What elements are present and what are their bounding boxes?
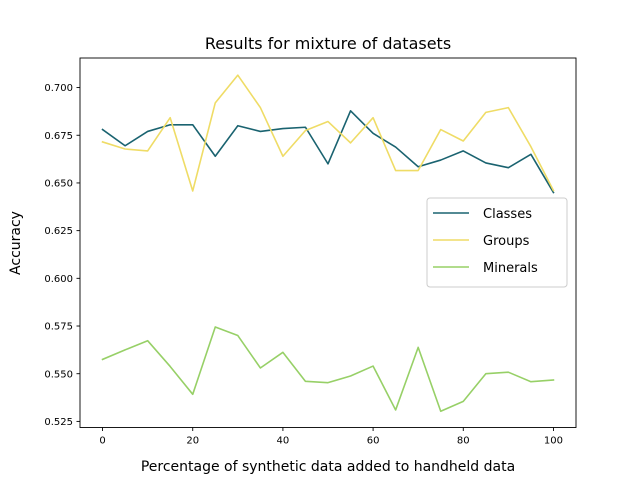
- data-point-groups: [237, 74, 239, 76]
- data-point-classes: [372, 133, 374, 135]
- data-point-classes: [395, 146, 397, 148]
- data-point-groups: [192, 190, 194, 192]
- data-point-minerals: [147, 340, 149, 342]
- data-point-classes: [485, 162, 487, 164]
- data-point-groups: [305, 130, 307, 132]
- data-point-minerals: [462, 401, 464, 403]
- data-point-groups: [417, 170, 419, 172]
- data-point-minerals: [102, 359, 104, 361]
- data-point-minerals: [530, 381, 532, 383]
- x-tick-label: 80: [457, 436, 470, 447]
- legend: Classes Groups Minerals: [426, 197, 568, 288]
- plot-area-frame: [79, 57, 577, 428]
- x-tick-label: 40: [277, 436, 290, 447]
- y-tick-label: 0.625: [44, 226, 73, 237]
- data-point-minerals: [485, 373, 487, 375]
- data-point-minerals: [305, 381, 307, 383]
- data-point-minerals: [169, 366, 171, 368]
- y-tick-label: 0.700: [44, 83, 73, 94]
- series-line-groups: [101, 74, 555, 192]
- data-point-groups: [440, 129, 442, 131]
- data-point-classes: [350, 110, 352, 112]
- data-point-groups: [485, 112, 487, 114]
- data-point-minerals: [124, 349, 126, 351]
- data-point-groups: [169, 117, 171, 119]
- legend-box: [426, 197, 568, 288]
- chart-title: Results for mixture of datasets: [205, 34, 451, 53]
- data-point-minerals: [237, 335, 239, 337]
- data-point-classes: [440, 159, 442, 161]
- data-point-groups: [124, 148, 126, 150]
- data-point-minerals: [395, 409, 397, 411]
- data-point-classes: [102, 129, 104, 131]
- x-tick-label: 60: [367, 436, 380, 447]
- data-point-classes: [214, 155, 216, 157]
- legend-label-minerals: Minerals: [483, 261, 538, 276]
- data-point-groups: [372, 117, 374, 119]
- data-point-minerals: [192, 394, 194, 396]
- x-tick-label: 100: [544, 436, 563, 447]
- data-point-groups: [508, 107, 510, 109]
- data-point-classes: [530, 154, 532, 156]
- x-axis: 0 20 40 60 80 100: [99, 427, 563, 447]
- data-point-minerals: [508, 371, 510, 373]
- data-point-minerals: [350, 375, 352, 377]
- data-point-minerals: [440, 410, 442, 412]
- y-tick-label: 0.650: [44, 179, 73, 190]
- y-tick-label: 0.550: [44, 369, 73, 380]
- data-point-classes: [327, 163, 329, 165]
- data-point-classes: [237, 125, 239, 127]
- data-point-groups: [147, 150, 149, 152]
- data-point-minerals: [260, 367, 262, 369]
- data-point-classes: [282, 128, 284, 130]
- data-point-classes: [192, 124, 194, 126]
- x-axis-label: Percentage of synthetic data added to ha…: [141, 459, 515, 475]
- x-tick-label: 20: [186, 436, 199, 447]
- data-point-classes: [553, 192, 555, 194]
- data-point-classes: [169, 124, 171, 126]
- data-point-classes: [305, 126, 307, 128]
- data-point-classes: [462, 150, 464, 152]
- legend-label-groups: Groups: [483, 234, 530, 249]
- data-point-groups: [102, 141, 104, 143]
- data-point-groups: [327, 121, 329, 123]
- data-point-groups: [553, 190, 555, 192]
- data-point-minerals: [372, 365, 374, 367]
- data-point-minerals: [553, 379, 555, 381]
- data-point-groups: [530, 146, 532, 148]
- series-line-classes: [101, 110, 555, 194]
- data-point-groups: [214, 102, 216, 104]
- x-tick-label: 0: [99, 436, 105, 447]
- data-point-classes: [124, 145, 126, 147]
- data-point-groups: [395, 170, 397, 172]
- data-point-minerals: [327, 382, 329, 384]
- y-tick-label: 0.575: [44, 322, 73, 333]
- data-point-groups: [260, 107, 262, 109]
- data-point-classes: [147, 131, 149, 133]
- y-axis-label: Accuracy: [8, 211, 24, 275]
- data-point-groups: [350, 142, 352, 144]
- y-tick-label: 0.600: [44, 274, 73, 285]
- data-point-minerals: [282, 352, 284, 354]
- y-axis: 0.525 0.550 0.575 0.600 0.625 0.650 0.675 0.700: [44, 83, 80, 428]
- data-point-minerals: [214, 326, 216, 328]
- series-layer: [101, 74, 555, 413]
- data-point-classes: [417, 166, 419, 168]
- y-tick-label: 0.675: [44, 131, 73, 142]
- series-line-minerals: [101, 326, 555, 413]
- data-point-classes: [508, 167, 510, 169]
- data-point-groups: [282, 155, 284, 157]
- legend-label-classes: Classes: [483, 207, 532, 222]
- data-point-classes: [260, 131, 262, 133]
- data-point-groups: [462, 140, 464, 142]
- y-tick-label: 0.525: [44, 417, 73, 428]
- data-point-minerals: [417, 347, 419, 349]
